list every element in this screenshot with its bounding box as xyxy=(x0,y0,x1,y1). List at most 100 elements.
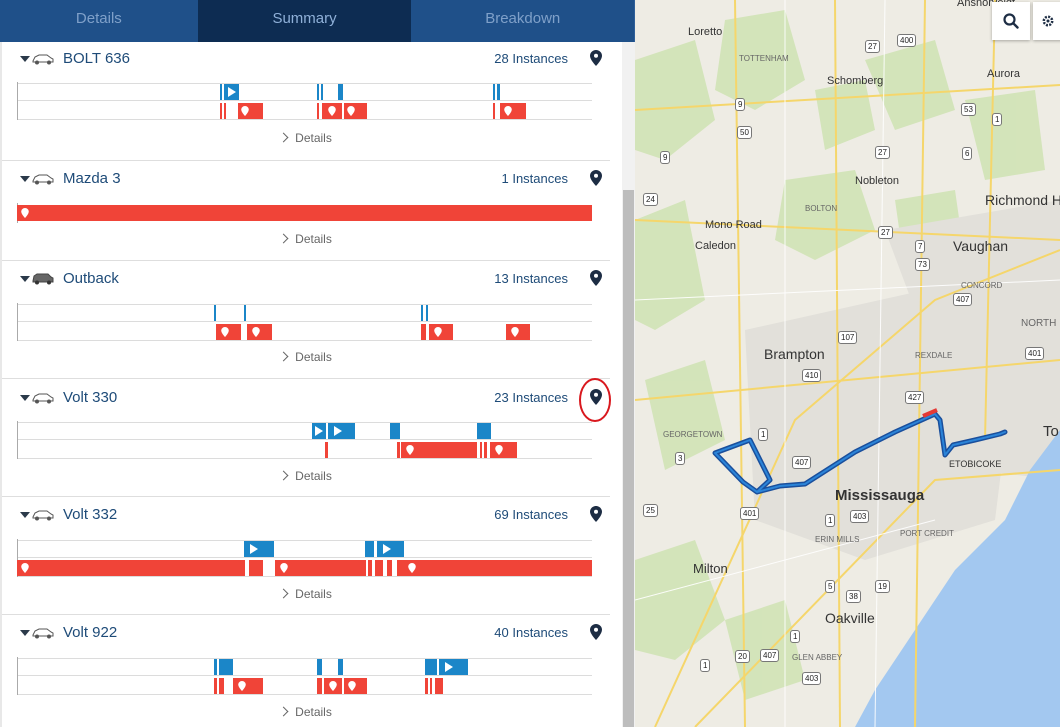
stop-segment[interactable] xyxy=(401,442,477,458)
vehicle-name[interactable]: Outback xyxy=(63,270,119,287)
map-settings-button[interactable] xyxy=(1033,2,1060,40)
map-label: Aurora xyxy=(987,68,1021,80)
collapse-caret-icon[interactable] xyxy=(20,395,30,401)
details-link[interactable]: Details xyxy=(2,705,610,719)
map-pin-icon[interactable] xyxy=(590,170,602,186)
map-pin-icon[interactable] xyxy=(590,50,602,66)
map-label: Schomberg xyxy=(827,75,884,87)
vehicle-name[interactable]: Volt 332 xyxy=(63,506,118,523)
vehicle-row: Volt 332 69 Instances Details xyxy=(2,496,610,615)
map-label: Mono Road xyxy=(705,219,762,231)
collapse-caret-icon[interactable] xyxy=(20,176,30,182)
car-icon xyxy=(32,628,54,639)
map-search-button[interactable] xyxy=(992,2,1030,40)
map-pin-icon[interactable] xyxy=(590,506,602,522)
stop-segment[interactable] xyxy=(490,442,517,458)
map-label: NORTH xyxy=(1021,318,1057,329)
stop-segment[interactable] xyxy=(17,205,592,221)
map-label: Mississauga xyxy=(835,487,925,504)
location-pin-icon xyxy=(511,327,519,337)
trip-timeline xyxy=(17,657,592,695)
instance-count: 23 Instances xyxy=(494,390,568,405)
highlight-annotation xyxy=(579,378,611,422)
instance-count: 28 Instances xyxy=(494,51,568,66)
stop-segment[interactable] xyxy=(500,103,526,119)
collapse-caret-icon[interactable] xyxy=(20,276,30,282)
location-pin-icon xyxy=(280,563,288,573)
location-pin-icon xyxy=(21,208,29,218)
vehicle-name[interactable]: Volt 922 xyxy=(63,624,118,641)
play-icon xyxy=(383,544,391,554)
vehicle-summary-list: BOLT 636 28 Instances Details xyxy=(0,42,622,727)
stop-segment[interactable] xyxy=(238,103,263,119)
stop-segment[interactable] xyxy=(344,103,367,119)
trip-timeline xyxy=(17,303,592,341)
stop-segment[interactable] xyxy=(506,324,530,340)
map-canvas xyxy=(635,0,1060,727)
vehicle-name[interactable]: BOLT 636 xyxy=(63,50,130,67)
details-link[interactable]: Details xyxy=(2,469,610,483)
stop-segment[interactable] xyxy=(247,324,272,340)
stop-segment[interactable] xyxy=(397,560,592,576)
collapse-caret-icon[interactable] xyxy=(20,630,30,636)
details-link[interactable]: Details xyxy=(2,131,610,145)
instance-count: 69 Instances xyxy=(494,507,568,522)
drive-segment[interactable] xyxy=(312,423,326,439)
map-label: TOTTENHAM xyxy=(739,54,789,63)
drive-segment[interactable] xyxy=(224,84,239,100)
details-link[interactable]: Details xyxy=(2,350,610,364)
chevron-right-icon xyxy=(278,588,289,599)
chevron-right-icon xyxy=(278,351,289,362)
stop-segment[interactable] xyxy=(324,678,342,694)
collapse-caret-icon[interactable] xyxy=(20,56,30,62)
location-pin-icon xyxy=(495,445,503,455)
stop-segment[interactable] xyxy=(275,560,366,576)
stop-segment[interactable] xyxy=(17,560,245,576)
vehicle-name[interactable]: Volt 330 xyxy=(63,389,118,406)
map-label: PORT CREDIT xyxy=(900,529,954,538)
tab-breakdown[interactable]: Breakdown xyxy=(485,10,561,27)
instance-count: 13 Instances xyxy=(494,271,568,286)
location-pin-icon xyxy=(434,327,442,337)
details-link[interactable]: Details xyxy=(2,232,610,246)
drive-segment[interactable] xyxy=(328,423,355,439)
drive-segment[interactable] xyxy=(244,541,274,557)
details-link[interactable]: Details xyxy=(2,587,610,601)
play-icon xyxy=(445,662,453,672)
stop-segment[interactable] xyxy=(429,324,453,340)
map-label: Loretto xyxy=(688,26,723,38)
trip-timeline xyxy=(17,421,592,459)
scrollbar-thumb[interactable] xyxy=(623,190,634,727)
map-view[interactable]: Loretto Ansnorveldt Aurora Schomberg Nob… xyxy=(635,0,1060,727)
map-label: BOLTON xyxy=(805,204,838,213)
map-label: To xyxy=(1043,423,1059,440)
details-label: Details xyxy=(295,705,332,719)
collapse-caret-icon[interactable] xyxy=(20,512,30,518)
details-label: Details xyxy=(295,232,332,246)
drive-segment[interactable] xyxy=(439,659,468,675)
location-pin-icon xyxy=(241,106,249,116)
chevron-right-icon xyxy=(278,470,289,481)
map-label: ETOBICOKE xyxy=(949,459,1002,469)
stop-segment[interactable] xyxy=(216,324,241,340)
car-icon xyxy=(32,393,54,404)
vehicle-name[interactable]: Mazda 3 xyxy=(63,170,121,187)
location-pin-icon xyxy=(328,106,336,116)
map-pin-icon[interactable] xyxy=(590,270,602,286)
tab-details[interactable]: Details xyxy=(75,10,122,27)
map-label: Ansnorveldt xyxy=(957,0,1016,9)
map-pin-icon[interactable] xyxy=(590,624,602,640)
car-icon xyxy=(32,510,54,521)
stop-segment[interactable] xyxy=(233,678,263,694)
trip-timeline xyxy=(17,539,592,577)
vehicle-row: BOLT 636 28 Instances Details xyxy=(2,42,610,161)
drive-segment[interactable] xyxy=(377,541,404,557)
stop-segment[interactable] xyxy=(344,678,367,694)
instance-count: 40 Instances xyxy=(494,625,568,640)
details-label: Details xyxy=(295,469,332,483)
stop-segment[interactable] xyxy=(322,103,342,119)
trip-timeline xyxy=(17,82,592,120)
tab-summary[interactable]: Summary xyxy=(197,0,412,42)
chevron-right-icon xyxy=(278,233,289,244)
play-icon xyxy=(334,426,342,436)
